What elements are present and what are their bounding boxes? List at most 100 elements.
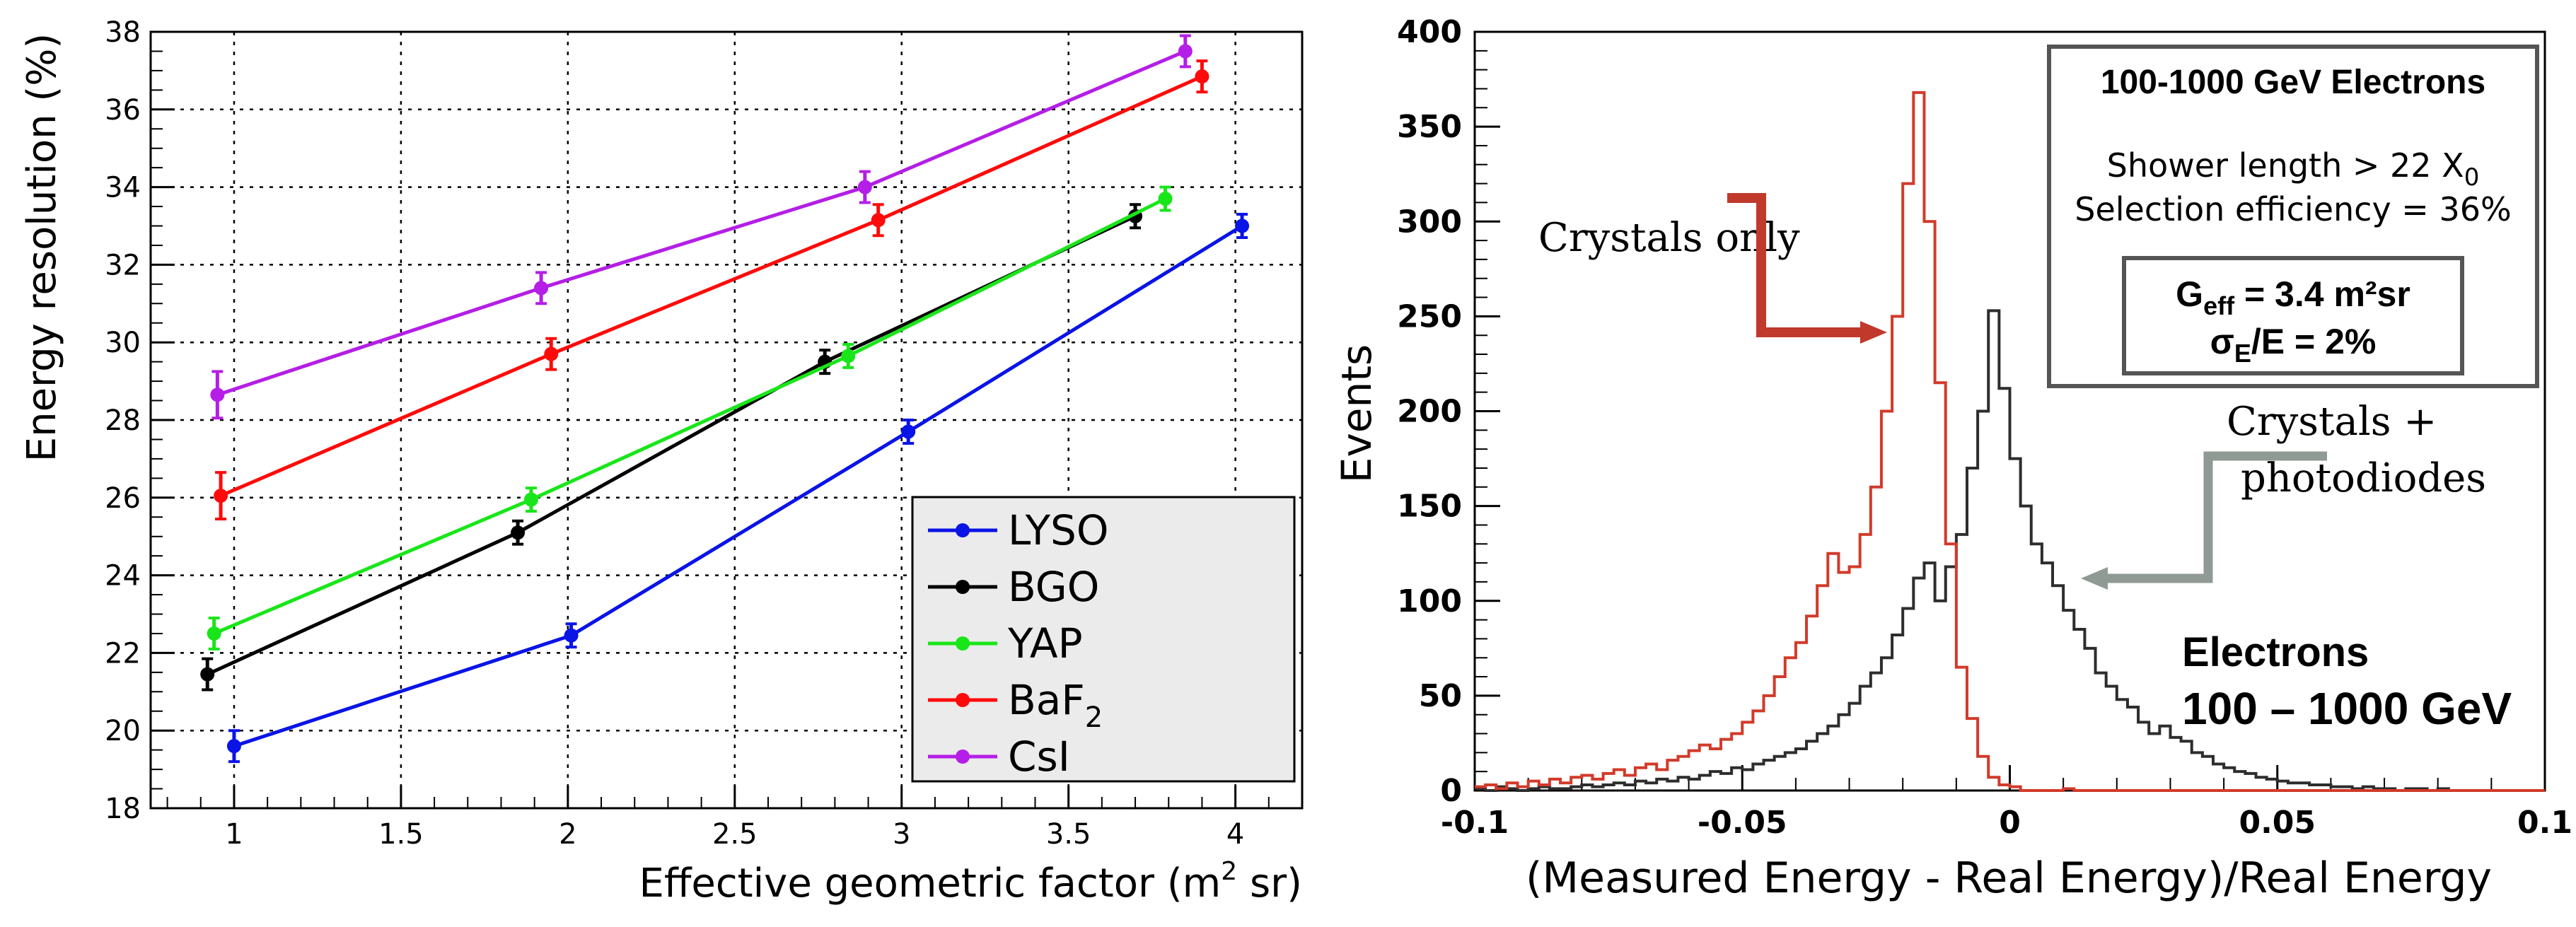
- series-csi-point: [534, 281, 549, 296]
- chart2-y-tick-label: 300: [1397, 204, 1462, 240]
- series-lyso-line: [233, 224, 1243, 748]
- chart2-x-axis-title: (Measured Energy - Real Energy)/Real Ene…: [1526, 853, 2492, 903]
- chart1-x-axis-title: Effective geometric factor (m2 sr): [639, 857, 1302, 906]
- series-csi-point: [857, 180, 872, 194]
- electrons-label-2: 100 – 1000 GeV: [2182, 683, 2512, 734]
- legend-csi-label-text: CsI: [1008, 733, 1070, 781]
- series-lyso-point: [564, 628, 579, 643]
- chart1-series: [200, 34, 1250, 764]
- info-box-inner-frame: [2122, 256, 2464, 375]
- chart2-series: [1475, 91, 2545, 792]
- chart1-y-tick-label: 38: [105, 16, 141, 49]
- crystals-plus-label-2: photodiodes: [2241, 455, 2486, 501]
- legend-baf-label-sub: 2: [1085, 701, 1103, 734]
- legend-baf-label: BaF2: [1008, 676, 1103, 734]
- gray-arrow-head-icon: [2081, 567, 2108, 590]
- chart1-x-axis-title-sup: 2: [1221, 857, 1237, 886]
- legend-csi-label: CsI: [1008, 733, 1070, 781]
- series-baf-point: [544, 346, 559, 361]
- chart2-y-tick-label: 150: [1397, 489, 1462, 525]
- series-lyso-point: [226, 739, 241, 754]
- chart2-y-tick-label: 400: [1397, 14, 1462, 50]
- series-baf: [214, 59, 1209, 520]
- series-baf-line: [220, 74, 1203, 498]
- energy-histogram-chart: -0.1 -0.05 0 0.05 0.1 0 50 100 150 200 250 300 350 40…: [1333, 14, 2572, 903]
- legend-baf-label-text: BaF: [1008, 676, 1085, 724]
- info-box-geff-symbol: G: [2176, 274, 2203, 314]
- red-arrow-head-icon: [1860, 321, 1887, 344]
- crystals-plus-label-1: Crystals +: [2227, 399, 2437, 445]
- series-bgo-point: [511, 525, 526, 540]
- chart2-y-tick-label: 350: [1397, 109, 1462, 145]
- chart2-y-tick-label: 250: [1397, 298, 1462, 334]
- legend-yap-label-text: YAP: [1007, 619, 1083, 667]
- chart1-y-tick-label: 34: [105, 172, 141, 204]
- info-box-shower-length-text: Shower length > 22 X: [2107, 146, 2464, 185]
- legend-baf-marker: [956, 693, 970, 707]
- chart1-y-tick-label: 18: [105, 793, 141, 825]
- chart1-y-tick-label: 24: [105, 560, 141, 593]
- series-yap-point: [207, 626, 221, 641]
- chart1-x-tick-label: 2: [559, 818, 576, 851]
- chart1-y-tick-label: 32: [105, 249, 141, 281]
- chart1-ticks: 1 1.5 2 2.5 3 3.5 4 18 20 22 24 26 28 30 32 34 36 38: [105, 16, 1270, 851]
- chart1-y-tick-label: 22: [105, 637, 141, 670]
- chart2-y-tick-label: 50: [1419, 678, 1462, 714]
- chart1-x-tick-label: 3.5: [1046, 818, 1091, 851]
- series-bgo-point: [200, 667, 215, 682]
- chart1-y-tick-label: 28: [105, 404, 141, 437]
- series-csi-point: [210, 387, 225, 402]
- chart1-x-tick-label: 3: [893, 818, 910, 851]
- chart1-y-tick-label: 20: [105, 715, 141, 747]
- chart1-x-tick-label: 4: [1226, 818, 1244, 851]
- series-baf-point: [871, 213, 886, 228]
- legend-lyso-label: LYSO: [1008, 506, 1109, 554]
- legend-lyso-label-text: LYSO: [1008, 506, 1109, 554]
- legend-yap-label: YAP: [1007, 619, 1083, 667]
- info-box-shower-length-sub: 0: [2464, 163, 2480, 192]
- red-arrow-shaft: [1727, 193, 1867, 337]
- histogram-crystals-plus-photodiodes: [1475, 309, 2545, 792]
- info-box-shower-length: Shower length > 22 X0: [2107, 146, 2480, 192]
- legend-yap-marker: [956, 636, 970, 651]
- chart2-ticks: -0.1 -0.05 0 0.05 0.1 0 50 100 150 200 250 300 350 40…: [1397, 14, 2572, 841]
- chart1-x-axis-title-end: sr): [1237, 861, 1302, 906]
- info-box-sigma-symbol: σ: [2210, 322, 2234, 361]
- legend-bgo-label-text: BGO: [1008, 563, 1099, 611]
- legend-bgo-label: BGO: [1008, 563, 1099, 611]
- series-yap-point: [841, 349, 856, 363]
- series-lyso: [226, 213, 1250, 764]
- chart1-legend-box: [911, 496, 1296, 783]
- series-csi: [210, 34, 1193, 420]
- legend-csi-marker: [956, 750, 970, 764]
- chart2-x-tick-label: -0.05: [1698, 805, 1787, 841]
- chart2-x-tick-label: 0.05: [2239, 805, 2316, 841]
- chart2-y-tick-label: 0: [1440, 773, 1462, 809]
- info-box-sigma: σE/E = 2%: [2210, 322, 2377, 368]
- series-yap-line: [213, 197, 1166, 636]
- legend-lyso-marker: [956, 523, 970, 537]
- chart1-x-tick-label: 1.5: [378, 818, 424, 851]
- histogram-crystals-only: [1475, 91, 2545, 792]
- gray-arrow-shaft: [2101, 451, 2327, 583]
- chart1-x-axis-title-main: Effective geometric factor (m: [639, 861, 1221, 906]
- chart1-y-axis-title: Energy resolution (%): [19, 33, 65, 462]
- info-box-sigma-sub: E: [2234, 339, 2251, 368]
- chart2-x-tick-label: 0.1: [2517, 805, 2572, 841]
- series-lyso-point: [1235, 218, 1250, 233]
- series-csi-line: [216, 49, 1186, 397]
- series-baf-point: [1195, 69, 1209, 84]
- chart1-y-tick-label: 30: [105, 327, 141, 359]
- electrons-label-1: Electrons: [2182, 629, 2369, 675]
- chart1-x-tick-label: 1: [225, 818, 243, 851]
- series-lyso-point: [901, 424, 916, 439]
- info-box: 100-1000 GeV Electrons Shower length > 2…: [2047, 45, 2539, 388]
- info-box-selection-efficiency: Selection efficiency = 36%: [2075, 190, 2511, 228]
- legend-bgo-marker: [956, 580, 970, 594]
- info-box-geff: Geff = 3.4 m²sr: [2176, 274, 2410, 320]
- series-baf-point: [214, 489, 228, 503]
